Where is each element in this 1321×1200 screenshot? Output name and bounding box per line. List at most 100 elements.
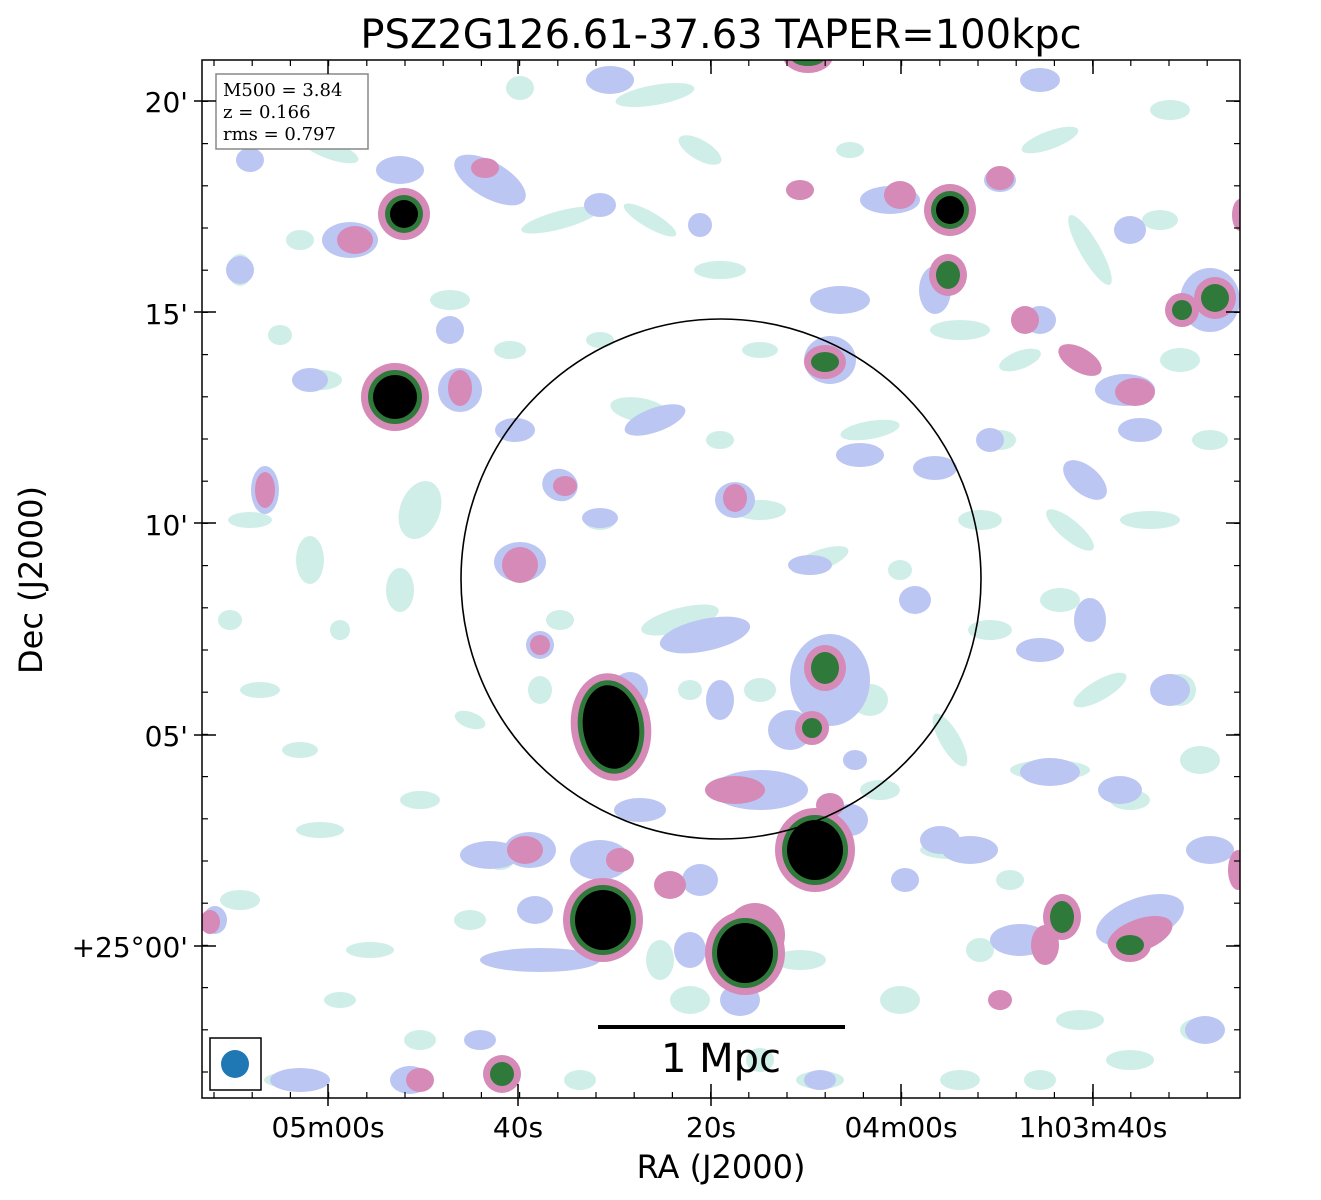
noise-patch bbox=[430, 290, 470, 310]
noise-patch bbox=[346, 942, 394, 958]
noise-patch bbox=[1180, 746, 1220, 774]
noise-patch bbox=[404, 1030, 436, 1050]
emission-patch bbox=[1020, 758, 1080, 786]
emission-patch bbox=[682, 864, 718, 896]
noise-patch bbox=[623, 203, 677, 237]
emission-patch bbox=[659, 616, 751, 654]
emission-patch bbox=[1058, 344, 1102, 376]
noise-patch bbox=[836, 142, 864, 158]
xtick-label: 05m00s bbox=[271, 1111, 384, 1144]
compact-source bbox=[1201, 284, 1229, 312]
compact-source bbox=[811, 652, 839, 684]
emission-patch bbox=[502, 547, 538, 583]
emission-patch bbox=[464, 1030, 496, 1050]
noise-patch bbox=[454, 910, 486, 930]
emission-patch bbox=[614, 798, 666, 822]
emission-patch bbox=[202, 910, 220, 934]
emission-patch bbox=[913, 456, 957, 480]
noise-patch bbox=[1021, 126, 1079, 154]
emission-patch bbox=[1186, 836, 1234, 864]
emission-patch bbox=[255, 472, 275, 508]
emission-patch bbox=[688, 213, 712, 237]
bright-source bbox=[582, 685, 640, 769]
noise-patch bbox=[968, 620, 1012, 640]
noise-patch bbox=[268, 325, 292, 345]
compact-source bbox=[811, 352, 839, 372]
info-box bbox=[215, 73, 369, 150]
noise-patch bbox=[296, 536, 324, 584]
xtick-label: 04m00s bbox=[844, 1111, 957, 1144]
y-axis-label: Dec (J2000) bbox=[12, 486, 50, 674]
emission-patch bbox=[517, 896, 553, 924]
bright-source bbox=[390, 200, 418, 228]
noise-patch bbox=[324, 992, 356, 1008]
noise-patch bbox=[678, 680, 702, 700]
emission-patch bbox=[1115, 378, 1155, 406]
noise-patch bbox=[930, 320, 990, 340]
noise-patch bbox=[1024, 1070, 1056, 1090]
noise-patch bbox=[860, 780, 900, 800]
noise-patch bbox=[521, 206, 599, 234]
x-axis-label: RA (J2000) bbox=[637, 1148, 806, 1186]
noise-patch bbox=[586, 332, 614, 348]
ytick-label: 10' bbox=[145, 509, 188, 542]
xtick-label: 40s bbox=[493, 1111, 543, 1144]
noise-patch bbox=[220, 890, 260, 910]
noise-patch bbox=[398, 480, 442, 540]
emission-patch bbox=[899, 586, 931, 614]
emission-patch bbox=[986, 166, 1014, 190]
compact-source bbox=[1172, 300, 1192, 320]
noise-patch bbox=[1192, 430, 1228, 450]
noise-patch bbox=[240, 682, 280, 698]
axis-ticks bbox=[194, 60, 1240, 1106]
noise-patch bbox=[282, 742, 318, 758]
emission-patch bbox=[471, 158, 499, 178]
emission-patch bbox=[1011, 306, 1039, 334]
noise-patch bbox=[1142, 210, 1178, 230]
beam-ellipse bbox=[221, 1050, 249, 1078]
noise-patch bbox=[996, 870, 1024, 890]
bright-source bbox=[936, 196, 964, 224]
noise-patch bbox=[400, 791, 440, 809]
noise-patch bbox=[1068, 215, 1112, 285]
noise-patch bbox=[218, 610, 242, 630]
emission-patch bbox=[586, 66, 634, 94]
emission-patch bbox=[1016, 638, 1064, 662]
emission-patch bbox=[406, 1068, 434, 1092]
axes-frame bbox=[201, 59, 1241, 1099]
bright-source bbox=[373, 375, 417, 419]
noise-patch bbox=[744, 678, 776, 702]
emission-patch bbox=[507, 836, 543, 864]
emission-patch bbox=[1228, 850, 1240, 890]
noise-patch bbox=[774, 950, 826, 970]
emission-patch bbox=[836, 443, 884, 467]
emission-patch bbox=[843, 750, 867, 770]
noise-patch bbox=[1160, 348, 1200, 372]
plot-title: PSZ2G126.61-37.63 TAPER=100kpc bbox=[360, 12, 1081, 58]
info-m500: M500 = 3.84 bbox=[223, 80, 342, 101]
noise-patch bbox=[840, 419, 900, 441]
r500-circle bbox=[460, 318, 982, 840]
bright-source bbox=[717, 923, 773, 983]
emission-patch bbox=[270, 1068, 330, 1092]
noise-patch bbox=[999, 348, 1041, 372]
emission-patch bbox=[337, 226, 373, 254]
emission-patch bbox=[654, 871, 686, 899]
emission-patch bbox=[582, 508, 618, 528]
emission-patch bbox=[226, 256, 254, 284]
radio-image bbox=[202, 60, 1240, 1098]
noise-patch bbox=[1056, 1010, 1104, 1030]
emission-patch bbox=[436, 316, 464, 344]
noise-patch bbox=[646, 940, 674, 980]
scale-bar-label: 1 Mpc bbox=[661, 1036, 781, 1082]
emission-patch bbox=[942, 836, 998, 864]
noise-patch bbox=[494, 341, 526, 359]
bright-source bbox=[575, 890, 631, 950]
noise-patch bbox=[746, 1048, 774, 1072]
emission-patch bbox=[1074, 598, 1106, 642]
info-rms: rms = 0.797 bbox=[223, 124, 336, 145]
noise-patch bbox=[888, 560, 912, 580]
noise-patch bbox=[615, 82, 695, 108]
compact-source bbox=[1116, 935, 1144, 955]
